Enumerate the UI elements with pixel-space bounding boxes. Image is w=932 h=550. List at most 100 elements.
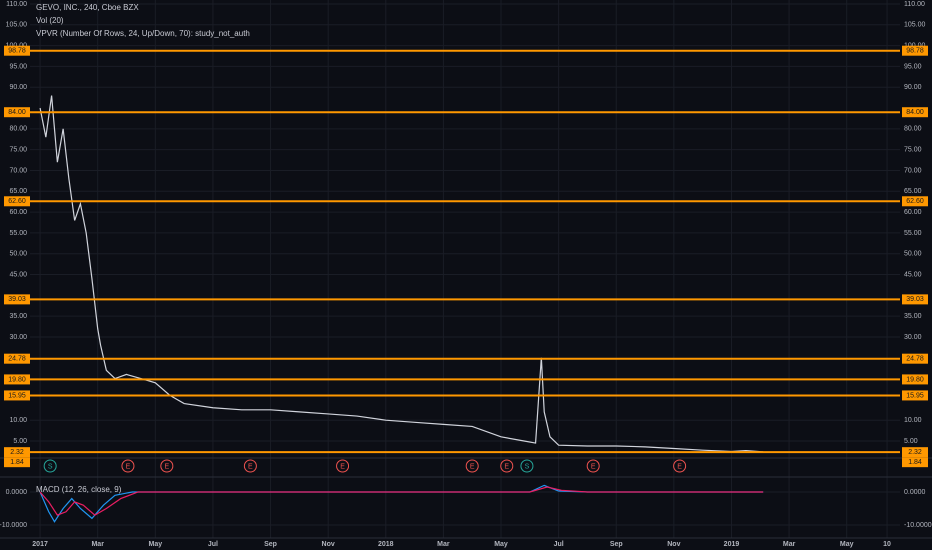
event-marker — [43, 459, 57, 473]
y-tick-label: 10.00 — [904, 417, 922, 424]
x-tick-label: Nov — [322, 541, 335, 548]
level-label — [4, 107, 30, 118]
y-tick-label: 65.00 — [9, 188, 27, 195]
level-label — [4, 390, 30, 401]
level-label-text: 24.78 — [906, 356, 924, 363]
subtitle: Vol (20) — [36, 16, 64, 25]
y-tick-label: 70.00 — [904, 167, 922, 174]
event-label: E — [165, 463, 170, 470]
level-label-text: 15.95 — [906, 392, 924, 399]
level-label-text: 39.03 — [906, 296, 924, 303]
y-tick-label: 80.00 — [904, 126, 922, 133]
y-tick-label: 55.00 — [9, 230, 27, 237]
level-label — [902, 107, 928, 118]
event-label: E — [470, 463, 475, 470]
y-tick-label: 110.00 — [904, 1, 925, 8]
level-label — [4, 45, 30, 56]
y-tick-label: 60.00 — [904, 209, 922, 216]
y-tick-label: 50.00 — [9, 251, 27, 258]
event-label: E — [591, 463, 596, 470]
level-label-text: 98.78 — [8, 48, 26, 55]
y-tick-label: 5.00 — [13, 438, 27, 445]
y-tick-label: 65.00 — [904, 188, 922, 195]
level-label — [4, 294, 30, 305]
x-tick-label: May — [840, 541, 854, 548]
x-tick-label: Sep — [610, 541, 623, 548]
event-label: E — [504, 463, 509, 470]
level-label-text: 84.00 — [906, 109, 924, 116]
x-tick-label: Jul — [554, 541, 564, 548]
y-tick-label: 90.00 — [904, 84, 922, 91]
x-tick-label: 2019 — [724, 541, 740, 548]
price-line — [39, 95, 764, 453]
level-label-text: 24.78 — [8, 356, 26, 363]
event-label: S — [525, 463, 530, 470]
last-price-label — [902, 457, 928, 468]
y-tick-label: 10.00 — [9, 417, 27, 424]
y-tick-label: 30.00 — [904, 334, 922, 341]
level-label-text: 2.32 — [10, 449, 24, 456]
x-tick-label: 10 — [883, 541, 891, 548]
chart-title: GEVO, INC., 240, Cboe BZX — [36, 3, 139, 12]
y-tick-label: 50.00 — [904, 251, 922, 258]
y-tick-label: 45.00 — [904, 271, 922, 278]
level-label — [902, 294, 928, 305]
x-tick-label: May — [149, 541, 163, 548]
level-label-text: 98.78 — [906, 48, 924, 55]
x-tick-label: Nov — [667, 541, 680, 548]
y-tick-label: 75.00 — [9, 147, 27, 154]
x-tick-label: Mar — [783, 541, 796, 548]
y-tick-label: 95.00 — [904, 63, 922, 70]
event-marker — [586, 459, 600, 473]
y-tick-label: 90.00 — [9, 84, 27, 91]
y-tick-label: 35.00 — [9, 313, 27, 320]
event-marker — [336, 459, 350, 473]
level-label-text: 19.80 — [906, 376, 924, 383]
level-label-text: 19.80 — [8, 376, 26, 383]
y-tick-label: 0.0000 — [6, 489, 28, 496]
y-tick-label: -10.0000 — [904, 522, 932, 529]
event-marker — [500, 459, 514, 473]
event-marker — [160, 459, 174, 473]
x-tick-label: Jul — [208, 541, 218, 548]
event-label: E — [340, 463, 345, 470]
y-tick-label: 105.00 — [904, 22, 926, 29]
y-tick-label: 95.00 — [9, 63, 27, 70]
y-tick-label: 5.00 — [904, 438, 918, 445]
y-tick-label: 80.00 — [9, 126, 27, 133]
y-tick-label: 45.00 — [9, 271, 27, 278]
level-label-text: 15.95 — [8, 392, 26, 399]
macd-title: MACD (12, 26, close, 9) — [36, 485, 122, 494]
x-tick-label: 2017 — [32, 541, 48, 548]
macd-line — [39, 486, 764, 516]
level-label — [4, 353, 30, 364]
level-label — [4, 447, 30, 458]
y-tick-label: 55.00 — [904, 230, 922, 237]
y-tick-label: 35.00 — [904, 313, 922, 320]
event-marker — [520, 459, 534, 473]
level-label-text: 62.60 — [906, 198, 924, 205]
level-label — [902, 196, 928, 207]
event-marker — [243, 459, 257, 473]
y-tick-label: 70.00 — [9, 167, 27, 174]
level-label — [902, 390, 928, 401]
last-price-label-text: 1.84 — [908, 459, 922, 466]
level-label — [4, 374, 30, 385]
event-marker — [465, 459, 479, 473]
level-label-text: 39.03 — [8, 296, 26, 303]
x-tick-label: Sep — [264, 541, 277, 548]
y-tick-label: -10.0000 — [0, 522, 27, 529]
y-tick-label: 110.00 — [6, 1, 27, 8]
event-label: E — [677, 463, 682, 470]
x-tick-label: Mar — [91, 541, 104, 548]
y-tick-label: 60.00 — [9, 209, 27, 216]
level-label — [4, 196, 30, 207]
level-label-text: 2.32 — [908, 449, 922, 456]
x-tick-label: 2018 — [378, 541, 394, 548]
event-label: E — [126, 463, 131, 470]
level-label — [902, 374, 928, 385]
event-label: E — [248, 463, 253, 470]
level-label-text: 84.00 — [8, 109, 26, 116]
